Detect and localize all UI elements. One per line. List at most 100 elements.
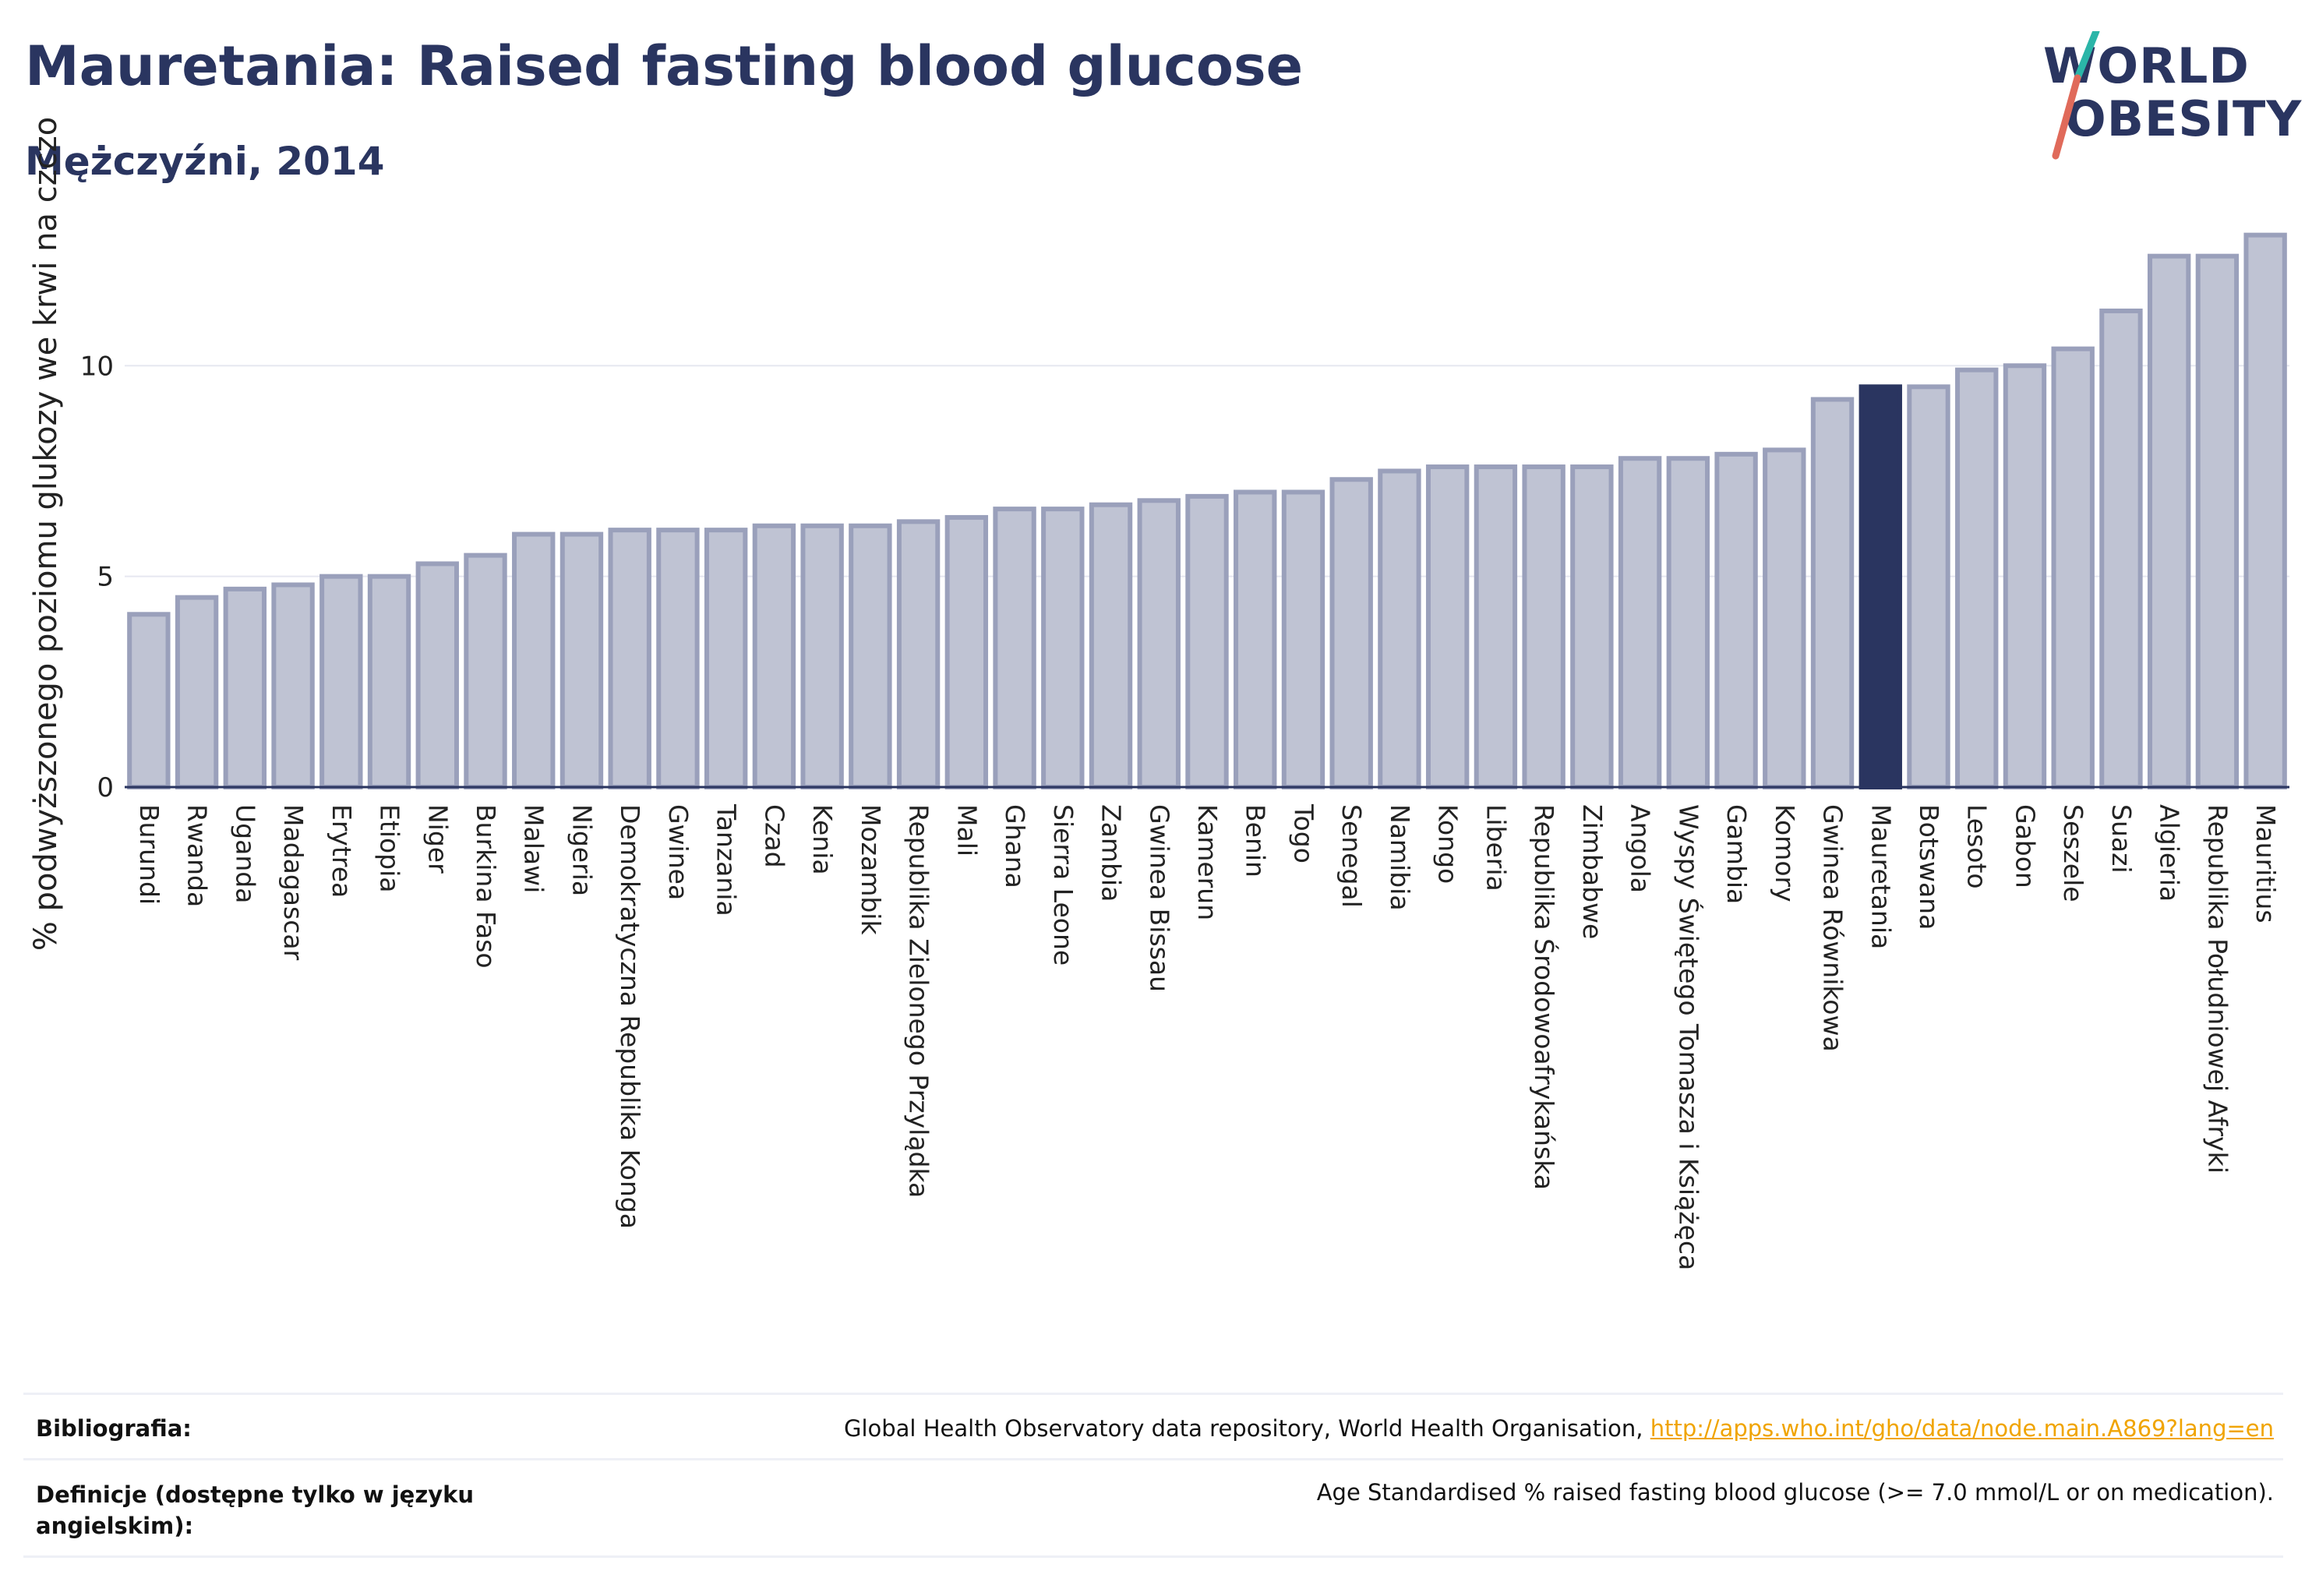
x-tick-label: Seszele <box>2058 804 2088 902</box>
x-tick-label: Republika Środowoafrykańska <box>1529 804 1560 1190</box>
bar <box>175 595 219 790</box>
bar <box>223 586 267 790</box>
y-axis-label: % podwyższonego poziomu glukozy we krwi … <box>28 117 64 951</box>
bar <box>271 582 315 789</box>
bar <box>1089 502 1133 789</box>
bar <box>608 528 651 789</box>
footer-source-row: Bibliografia: Global Health Observatory … <box>23 1412 2283 1451</box>
footer-divider-top <box>23 1393 2283 1395</box>
bar <box>1041 507 1085 789</box>
x-tick-label: Zimbabwe <box>1577 804 1608 939</box>
bar <box>944 514 989 789</box>
bar <box>1378 468 1421 789</box>
bar <box>319 574 363 789</box>
logo-slash-icon <box>2052 31 2100 160</box>
x-tick-label: Togo <box>1288 803 1318 863</box>
x-tick-label: Ghana <box>1000 804 1030 888</box>
bar <box>1907 384 1950 789</box>
world-obesity-logo: WORLD OBESITY <box>2026 31 2301 164</box>
bar <box>1810 397 1855 789</box>
bar <box>464 553 507 789</box>
x-tick-label: Demokratyczna Republika Konga <box>615 804 645 1229</box>
x-tick-label: Wyspy Świętego Tomasza i Książęca <box>1673 804 1704 1270</box>
x-tick-label: Burkina Faso <box>471 804 501 969</box>
x-tick-label: Sierra Leone <box>1048 804 1078 966</box>
source-value: Global Health Observatory data repositor… <box>844 1415 2274 1442</box>
x-tick-label: Etiopia <box>375 804 405 893</box>
x-tick-label: Czad <box>759 804 789 868</box>
bar <box>512 531 556 789</box>
bar <box>993 507 1036 789</box>
x-tick-label: Angola <box>1626 804 1656 893</box>
bar <box>367 574 411 789</box>
bar <box>1281 489 1325 790</box>
bar <box>415 561 459 789</box>
x-tick-label: Mozambik <box>856 804 886 935</box>
x-tick-label: Burundi <box>134 804 164 905</box>
bar <box>1618 456 1662 789</box>
x-tick-label: Nigeria <box>567 804 597 896</box>
source-link[interactable]: http://apps.who.int/gho/data/node.main.A… <box>1650 1415 2274 1442</box>
x-tick-label: Gwinea Bissau <box>1144 804 1174 992</box>
source-text: Global Health Observatory data repositor… <box>843 1415 1650 1442</box>
x-tick-label: Komory <box>1770 804 1800 902</box>
bar <box>1763 447 1806 789</box>
footer-divider-middle <box>23 1458 2283 1460</box>
bar <box>127 612 171 790</box>
x-tick-label: Gwinea Równikowa <box>1818 804 1848 1052</box>
x-tick-label: Suazi <box>2106 804 2137 874</box>
bar <box>2099 308 2143 789</box>
x-tick-label: Mauretania <box>1866 804 1896 949</box>
bar <box>704 528 748 789</box>
bar-chart: 0 5 10 Burundi Rwanda Uganda Madagascar Erytrea… <box>28 117 2289 1270</box>
definition-label: Definicje (dostępne tylko w języku angie… <box>36 1481 475 1539</box>
bar <box>1570 464 1614 789</box>
bar <box>2147 253 2191 789</box>
bar <box>1858 384 1902 789</box>
x-tick-label: Gambia <box>1721 804 1752 904</box>
bar <box>1329 477 1373 790</box>
x-tick-label: Republika Zielonego Przylądka <box>904 804 934 1198</box>
x-tick-label: Erytrea <box>327 804 357 898</box>
x-tick-label: Kamerun <box>1192 804 1223 920</box>
bar <box>1425 464 1470 789</box>
bar <box>656 528 700 789</box>
x-tick-label: Botswana <box>1914 804 1944 930</box>
y-tick-label: 10 <box>80 351 114 382</box>
x-tick-label: Mauritius <box>2250 804 2281 923</box>
bar <box>1955 367 1999 789</box>
x-tick-label: Gabon <box>2010 804 2040 888</box>
bar <box>1522 464 1565 789</box>
y-tick-label: 0 <box>97 772 114 803</box>
x-tick-label: Niger <box>422 804 453 874</box>
x-tick-label: Republika Południowej Afryki <box>2202 804 2233 1174</box>
bar <box>2051 346 2095 789</box>
x-tick-label: Rwanda <box>182 804 213 907</box>
chart-title: Mauretania: Raised fasting blood glucose <box>25 34 1304 98</box>
x-tick-label: Tanzania <box>711 803 742 916</box>
logo-line-2: OBESITY <box>2065 90 2303 147</box>
bar <box>559 531 604 789</box>
x-tick-label: Kongo <box>1433 804 1463 884</box>
bar <box>2195 253 2240 789</box>
y-tick-label: 5 <box>97 562 114 593</box>
x-tick-label: Liberia <box>1481 804 1511 892</box>
x-tick-label: Algieria <box>2155 804 2185 902</box>
bar <box>800 523 844 789</box>
bar <box>1474 464 1518 789</box>
x-tick-label: Gwinea <box>663 804 694 900</box>
bar <box>1666 456 1710 789</box>
x-tick-label: Benin <box>1241 804 1271 877</box>
x-tick-label: Mali <box>951 804 982 856</box>
definition-text: Age Standardised % raised fasting blood … <box>1316 1479 2274 1506</box>
bar <box>2003 363 2047 789</box>
bar <box>752 523 796 789</box>
bar <box>896 519 941 789</box>
x-tick-label: Lesoto <box>1962 804 1993 889</box>
x-tick-label: Senegal <box>1336 804 1367 908</box>
footer-divider-bottom <box>23 1555 2283 1558</box>
chart-subtitle: Mężczyźni, 2014 <box>25 139 385 184</box>
x-tick-label: Madagascar <box>278 804 309 961</box>
x-tick-label: Zambia <box>1096 804 1127 902</box>
bar <box>1137 498 1181 790</box>
